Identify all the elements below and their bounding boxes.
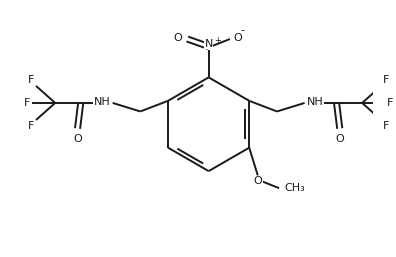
Text: F: F [387, 98, 394, 108]
Text: N: N [204, 39, 213, 49]
Text: NH: NH [94, 97, 110, 107]
Text: F: F [383, 121, 389, 131]
Text: O: O [173, 33, 182, 43]
Text: NH: NH [307, 97, 324, 107]
Text: O: O [253, 176, 262, 186]
Text: –: – [240, 26, 244, 35]
Text: F: F [24, 98, 30, 108]
Text: +: + [214, 36, 221, 45]
Text: O: O [233, 33, 242, 43]
Text: F: F [28, 121, 34, 131]
Text: CH₃: CH₃ [284, 183, 305, 193]
Text: O: O [335, 134, 344, 144]
Text: F: F [28, 75, 34, 85]
Text: O: O [73, 134, 82, 144]
Text: F: F [383, 75, 389, 85]
